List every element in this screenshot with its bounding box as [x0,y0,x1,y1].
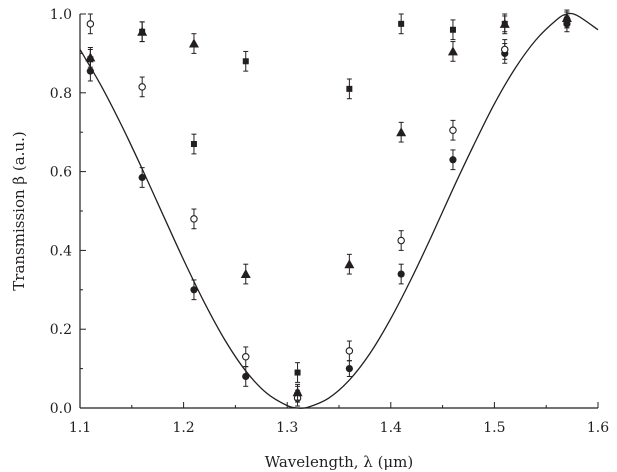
series-filled-circle [86,15,571,403]
data-point [561,12,572,22]
y-axis-title: Transmission β (a.u.) [10,131,28,290]
y-tick-label: 0.4 [50,243,72,259]
data-point [447,46,458,56]
data-point [449,126,457,134]
data-point [85,52,96,62]
x-tick-label: 1.6 [587,420,609,436]
data-point [137,26,148,36]
y-axis-ticks: 0.0 0.2 0.4 0.6 0.8 1.0 [50,7,86,417]
data-point [138,173,146,182]
y-tick-label: 0.6 [50,165,72,181]
data-point [396,127,407,137]
x-tick-label: 1.1 [69,420,91,436]
x-tick-label: 1.4 [380,420,402,436]
x-tick-label: 1.3 [276,420,298,436]
series-open-circle [86,11,571,407]
data-point [190,141,197,148]
fit-curve [79,12,599,409]
data-point [190,286,198,294]
x-tick-label: 1.2 [172,420,194,436]
y-tick-label: 0.2 [50,322,72,338]
data-point [292,387,303,397]
data-points [85,9,572,407]
axes [79,14,598,409]
data-point [240,269,251,279]
x-axis-ticks: 1.1 1.2 1.3 1.4 1.5 1.6 [69,402,609,436]
y-tick-label: 1.0 [50,7,72,23]
series-filled-square [87,11,570,383]
data-point [345,365,353,373]
data-point [499,18,510,28]
data-point [344,259,355,269]
data-point [190,215,198,223]
data-point [242,372,250,381]
x-tick-label: 1.5 [483,420,505,436]
data-point [346,85,353,92]
data-point [449,156,457,164]
x-axis-title: Wavelength, λ (μm) [265,453,414,471]
data-point [242,353,250,361]
data-point [138,83,146,91]
data-point [397,236,405,245]
y-tick-label: 0.8 [50,86,72,102]
data-point [398,20,405,27]
data-point [86,20,95,28]
data-point [345,347,354,355]
data-point [501,45,509,54]
series-filled-triangle [85,9,572,401]
data-point [242,58,249,65]
data-point [397,270,405,278]
y-tick-label: 0.0 [50,401,72,417]
data-point [449,26,456,33]
data-point [188,38,199,48]
data-point [294,369,301,376]
